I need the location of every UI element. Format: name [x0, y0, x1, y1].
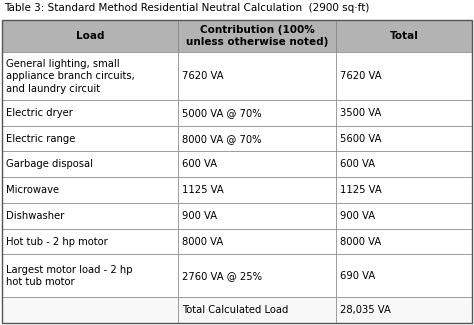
Bar: [178, 177, 336, 203]
Bar: [178, 126, 336, 151]
Text: Electric range: Electric range: [6, 134, 75, 144]
Bar: [178, 100, 336, 126]
Bar: [336, 229, 472, 254]
Bar: [2, 126, 178, 151]
Text: 3500 VA: 3500 VA: [340, 108, 381, 118]
Bar: [178, 254, 336, 297]
Text: General lighting, small
appliance branch circuits,
and laundry circuit: General lighting, small appliance branch…: [6, 59, 135, 94]
Text: 8000 VA @ 70%: 8000 VA @ 70%: [182, 134, 262, 144]
Text: 5000 VA @ 70%: 5000 VA @ 70%: [182, 108, 262, 118]
Bar: [178, 151, 336, 177]
Bar: [2, 20, 178, 52]
Text: 7620 VA: 7620 VA: [182, 71, 224, 81]
Bar: [336, 151, 472, 177]
Bar: [336, 52, 472, 100]
Text: 1125 VA: 1125 VA: [182, 185, 224, 195]
Text: Total Calculated Load: Total Calculated Load: [182, 305, 289, 315]
Bar: [2, 177, 178, 203]
Text: 7620 VA: 7620 VA: [340, 71, 381, 81]
Text: 600 VA: 600 VA: [182, 159, 218, 169]
Bar: [178, 203, 336, 229]
Bar: [2, 297, 178, 323]
Text: 28,035 VA: 28,035 VA: [340, 305, 391, 315]
Text: Dishwasher: Dishwasher: [6, 211, 64, 221]
Text: Electric dryer: Electric dryer: [6, 108, 73, 118]
Bar: [336, 20, 472, 52]
Bar: [2, 229, 178, 254]
Bar: [336, 203, 472, 229]
Bar: [178, 20, 336, 52]
Bar: [336, 254, 472, 297]
Bar: [336, 297, 472, 323]
Bar: [2, 52, 178, 100]
Text: 900 VA: 900 VA: [340, 211, 375, 221]
Text: 8000 VA: 8000 VA: [182, 237, 224, 247]
Bar: [178, 297, 336, 323]
Text: Largest motor load - 2 hp
hot tub motor: Largest motor load - 2 hp hot tub motor: [6, 265, 133, 287]
Text: 600 VA: 600 VA: [340, 159, 375, 169]
Bar: [336, 126, 472, 151]
Text: Table 3: Standard Method Residential Neutral Calculation  (2900 sq·ft): Table 3: Standard Method Residential Neu…: [4, 3, 369, 13]
Bar: [178, 229, 336, 254]
Bar: [2, 254, 178, 297]
Text: 900 VA: 900 VA: [182, 211, 218, 221]
Bar: [2, 151, 178, 177]
Text: Hot tub - 2 hp motor: Hot tub - 2 hp motor: [6, 237, 108, 247]
Text: Contribution (100%
unless otherwise noted): Contribution (100% unless otherwise note…: [186, 25, 328, 47]
Bar: [336, 100, 472, 126]
Text: 5600 VA: 5600 VA: [340, 134, 381, 144]
Text: 2760 VA @ 25%: 2760 VA @ 25%: [182, 271, 262, 281]
Text: Load: Load: [76, 31, 104, 41]
Bar: [178, 52, 336, 100]
Text: Microwave: Microwave: [6, 185, 59, 195]
Text: Garbage disposal: Garbage disposal: [6, 159, 93, 169]
Text: 1125 VA: 1125 VA: [340, 185, 382, 195]
Bar: [2, 203, 178, 229]
Text: 690 VA: 690 VA: [340, 271, 375, 281]
Bar: [336, 177, 472, 203]
Bar: [2, 100, 178, 126]
Text: Total: Total: [390, 31, 418, 41]
Text: 8000 VA: 8000 VA: [340, 237, 381, 247]
